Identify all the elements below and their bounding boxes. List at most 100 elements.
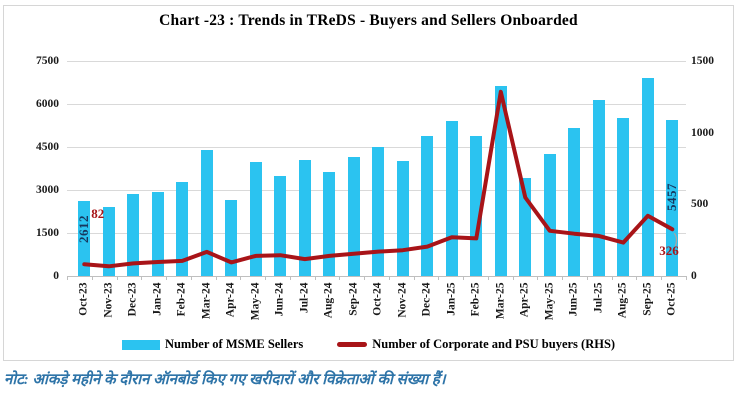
x-axis-tick bbox=[388, 276, 390, 280]
bar-Oct-24 bbox=[372, 147, 385, 276]
data-label-bar-Oct-25: 5457 bbox=[664, 182, 680, 211]
x-axis-tick bbox=[67, 276, 68, 280]
x-axis-tick bbox=[487, 276, 489, 280]
x-axis-label-Nov-24: Nov-24 bbox=[396, 282, 409, 318]
x-axis-tick bbox=[636, 276, 638, 280]
x-axis-label-Feb-24: Feb-24 bbox=[175, 282, 188, 317]
legend-item-msme-sellers: Number of MSME Sellers bbox=[121, 337, 304, 352]
y-axis-left-tick-label: 6000 bbox=[36, 98, 59, 110]
x-axis-label-Apr-25: Apr-25 bbox=[518, 282, 531, 318]
x-axis-tick bbox=[215, 276, 217, 280]
bar-May-24 bbox=[249, 161, 262, 276]
y-axis-left-tick-label: 4500 bbox=[36, 141, 59, 153]
chart-container: Chart -23 : Trends in TReDS - Buyers and… bbox=[3, 5, 734, 361]
x-axis-tick bbox=[141, 276, 143, 280]
y-axis-right-tick-label: 0 bbox=[691, 270, 697, 282]
bar-Jan-25 bbox=[445, 120, 458, 276]
y-axis-left-tick-label: 0 bbox=[53, 270, 59, 282]
x-axis-label-Oct-25: Oct-25 bbox=[665, 282, 678, 316]
x-axis-label-Jun-25: Jun-25 bbox=[567, 282, 580, 317]
bar-Aug-25 bbox=[617, 117, 630, 276]
x-axis-tick bbox=[413, 276, 415, 280]
x-axis-label-Sep-24: Sep-24 bbox=[347, 282, 360, 316]
x-axis-label-Dec-24: Dec-24 bbox=[420, 282, 433, 317]
y-axis-right-tick-label: 1500 bbox=[691, 55, 714, 67]
bar-Mar-25 bbox=[494, 85, 507, 276]
bar-Jun-24 bbox=[274, 176, 287, 276]
y-axis-left-tick-label: 3000 bbox=[36, 184, 59, 196]
bar-Nov-23 bbox=[102, 207, 115, 276]
bar-Aug-24 bbox=[323, 172, 336, 276]
x-axis-tick bbox=[537, 276, 539, 280]
x-axis-label-Jan-24: Jan-24 bbox=[151, 282, 164, 316]
bar-Jun-25 bbox=[568, 127, 581, 276]
x-axis-label-May-25: May-25 bbox=[543, 282, 556, 321]
footnote: नोट: आंकड़े महीने के दौरान ऑनबोर्ड किए ग… bbox=[4, 372, 446, 388]
data-label-line-Oct-23: 82 bbox=[91, 206, 105, 222]
x-axis-tick bbox=[190, 276, 192, 280]
x-axis-tick bbox=[240, 276, 242, 280]
x-axis-label-Mar-24: Mar-24 bbox=[200, 282, 213, 320]
x-axis-label-May-24: May-24 bbox=[249, 282, 262, 321]
data-label-line-Oct-25: 326 bbox=[659, 243, 679, 259]
line-swatch-icon bbox=[337, 342, 368, 347]
bar-Jan-24 bbox=[151, 192, 164, 276]
x-axis-label-Jan-25: Jan-25 bbox=[445, 282, 458, 316]
x-axis-tick bbox=[438, 276, 440, 280]
x-axis-tick bbox=[611, 276, 613, 280]
legend: Number of MSME Sellers Number of Corpora… bbox=[4, 337, 733, 352]
x-axis-line bbox=[67, 276, 686, 277]
bar-Mar-24 bbox=[200, 149, 213, 276]
x-axis-tick bbox=[586, 276, 588, 280]
bar-Apr-25 bbox=[519, 177, 532, 276]
bar-Jul-25 bbox=[592, 99, 605, 276]
x-axis-tick bbox=[91, 276, 93, 280]
x-axis-label-Apr-24: Apr-24 bbox=[224, 282, 237, 318]
x-axis-label-Sep-25: Sep-25 bbox=[641, 282, 654, 316]
y-axis-left-tick-label: 1500 bbox=[36, 227, 59, 239]
bar-Dec-23 bbox=[127, 193, 140, 276]
bar-Sep-24 bbox=[347, 157, 360, 276]
bar-swatch-icon bbox=[121, 339, 160, 350]
bar-Apr-24 bbox=[225, 199, 238, 276]
x-axis-tick bbox=[512, 276, 514, 280]
y-axis-right-tick-label: 500 bbox=[691, 198, 709, 211]
x-axis-label-Feb-25: Feb-25 bbox=[469, 282, 482, 317]
x-axis-label-Oct-24: Oct-24 bbox=[371, 282, 384, 316]
x-axis-tick bbox=[265, 276, 267, 280]
x-axis-tick bbox=[289, 276, 291, 280]
bar-Feb-24 bbox=[176, 181, 189, 276]
x-axis-tick bbox=[686, 276, 687, 280]
x-axis-label-Dec-23: Dec-23 bbox=[126, 282, 139, 317]
x-axis-label-Aug-25: Aug-25 bbox=[616, 282, 629, 319]
x-axis-tick bbox=[562, 276, 564, 280]
bar-Nov-24 bbox=[396, 161, 409, 276]
x-axis-label-Mar-25: Mar-25 bbox=[494, 282, 507, 320]
bar-Feb-25 bbox=[470, 135, 483, 276]
x-axis-tick bbox=[116, 276, 118, 280]
x-axis-label-Jul-24: Jul-24 bbox=[298, 282, 311, 314]
x-axis-tick bbox=[339, 276, 341, 280]
x-axis-label-Jun-24: Jun-24 bbox=[273, 282, 286, 317]
x-axis-tick bbox=[463, 276, 465, 280]
bar-Dec-24 bbox=[421, 136, 434, 276]
x-axis-tick bbox=[364, 276, 366, 280]
x-axis-label-Aug-24: Aug-24 bbox=[322, 282, 335, 319]
x-axis-label-Oct-23: Oct-23 bbox=[77, 282, 90, 316]
x-axis-tick bbox=[166, 276, 168, 280]
gridline bbox=[67, 61, 686, 62]
chart-title: Chart -23 : Trends in TReDS - Buyers and… bbox=[159, 12, 578, 29]
legend-item-corporate-psu-buyers: Number of Corporate and PSU buyers (RHS) bbox=[337, 337, 615, 352]
x-axis-label-Nov-23: Nov-23 bbox=[102, 282, 115, 318]
x-axis-label-Jul-25: Jul-25 bbox=[592, 282, 605, 314]
bar-Jul-24 bbox=[298, 159, 311, 276]
y-axis-left-tick-label: 7500 bbox=[36, 55, 59, 67]
data-label-bar-Oct-23: 2612 bbox=[76, 215, 92, 244]
x-axis-tick bbox=[314, 276, 316, 280]
legend-label: Number of MSME Sellers bbox=[164, 337, 304, 351]
y-axis-right-tick-label: 1000 bbox=[691, 126, 714, 139]
bar-Sep-25 bbox=[641, 78, 654, 276]
bar-May-25 bbox=[543, 153, 556, 276]
legend-label: Number of Corporate and PSU buyers (RHS) bbox=[372, 337, 616, 351]
